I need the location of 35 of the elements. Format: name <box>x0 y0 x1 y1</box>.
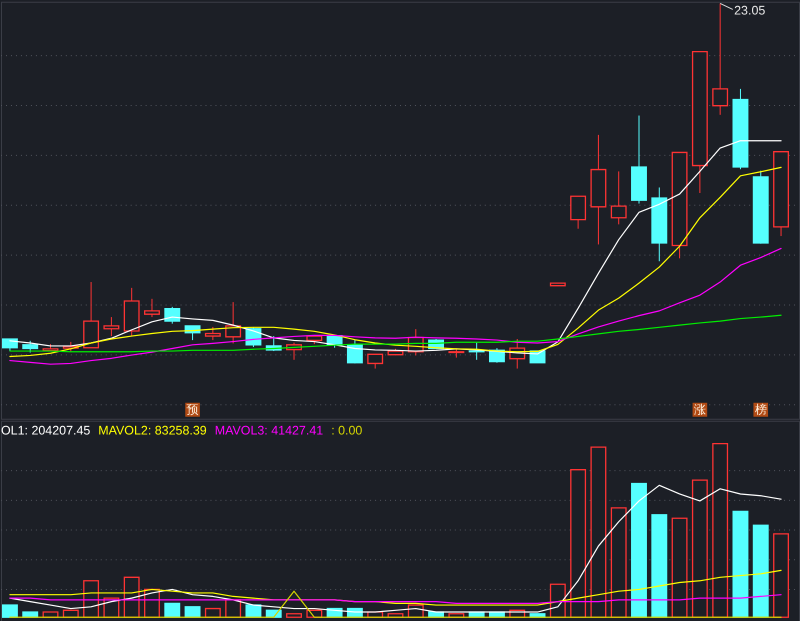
candlestick <box>367 354 384 370</box>
bar <box>286 613 302 618</box>
bar <box>570 469 586 618</box>
text: 榜 <box>754 402 767 417</box>
bar <box>692 479 708 618</box>
candlestick <box>570 196 586 230</box>
candlestick <box>610 170 627 225</box>
bar <box>610 507 627 618</box>
text: MAVOL2: 83258.39 <box>98 424 207 438</box>
bar <box>651 514 668 618</box>
bar <box>590 446 606 618</box>
text: 涨 <box>694 402 706 417</box>
candlestick <box>22 340 38 354</box>
candlestick <box>2 338 18 352</box>
text: : 0.00 <box>331 424 362 438</box>
bar <box>712 442 728 618</box>
annotation: 23.05 <box>734 3 766 18</box>
text: 预 <box>186 402 199 417</box>
bar <box>631 482 647 618</box>
bar <box>184 606 201 618</box>
bar <box>732 510 748 618</box>
bar <box>672 518 688 618</box>
candlestick <box>346 340 363 364</box>
candlestick <box>204 326 221 341</box>
candlestick <box>712 2 728 116</box>
candlestick <box>468 342 485 360</box>
text: OL1: 204207.45 <box>1 424 90 438</box>
bar <box>2 604 18 618</box>
candlestick <box>164 306 180 324</box>
text: MAVOL3: 41427.41 <box>214 424 324 438</box>
bar <box>773 533 789 618</box>
candlestick <box>144 298 160 318</box>
bar <box>752 524 769 618</box>
bar <box>164 602 180 618</box>
candlestick <box>103 316 120 337</box>
